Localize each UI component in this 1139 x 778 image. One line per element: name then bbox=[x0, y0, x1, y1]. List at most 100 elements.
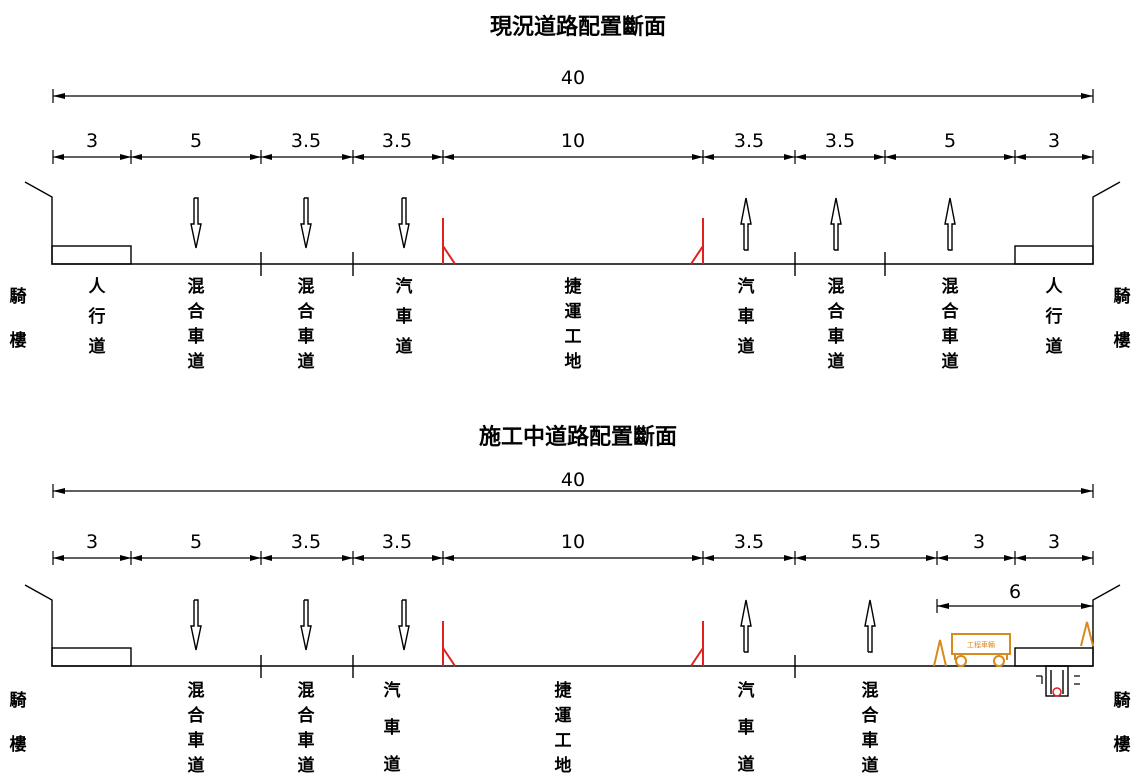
arcade-label-char: 樓 bbox=[10, 734, 27, 755]
sidewalk-curb-left bbox=[51, 647, 132, 667]
vehicle-label: 工程車輛 bbox=[967, 640, 995, 649]
road-profile bbox=[24, 584, 1121, 678]
lane-label-char: 合 bbox=[298, 705, 316, 726]
lane-label-char: 合 bbox=[862, 705, 880, 726]
segment-width-label: 3 bbox=[973, 531, 985, 553]
segment-width-label: 3 bbox=[1048, 531, 1060, 553]
dimension-arrowhead bbox=[120, 555, 131, 561]
median-barrier-right bbox=[690, 218, 704, 265]
lane-label-char: 地 bbox=[565, 351, 582, 372]
lane-label-char: 道 bbox=[298, 351, 315, 372]
dimension-arrowhead bbox=[703, 154, 714, 160]
lane-label-char: 混 bbox=[862, 681, 879, 701]
dimension-arrowhead bbox=[1004, 555, 1015, 561]
segment-width-label: 3.5 bbox=[825, 130, 855, 152]
section-title: 現況道路配置斷面 bbox=[490, 14, 666, 40]
segment-width-label: 3.5 bbox=[734, 531, 764, 553]
lane-label-char: 行 bbox=[88, 306, 106, 327]
arrow-down-icon bbox=[300, 197, 312, 249]
median-barrier-left bbox=[442, 621, 456, 667]
lane-label-char: 合 bbox=[298, 301, 316, 322]
dimension-arrowhead bbox=[53, 154, 64, 160]
dimension-arrowhead bbox=[131, 555, 142, 561]
lane-label-char: 合 bbox=[188, 301, 206, 322]
lane-label-char: 道 bbox=[396, 336, 413, 357]
dimension-arrowhead bbox=[1004, 154, 1015, 160]
lane-label-char: 車 bbox=[384, 717, 401, 738]
lane-label-char: 混 bbox=[188, 277, 205, 297]
lane-label-char: 道 bbox=[942, 351, 959, 372]
segment-width-label: 3.5 bbox=[382, 130, 412, 152]
lane-label-char: 道 bbox=[298, 755, 315, 776]
lane-label-char: 混 bbox=[298, 681, 315, 701]
lane-label-char: 車 bbox=[862, 730, 879, 751]
dimension-arrowhead bbox=[692, 154, 703, 160]
arrow-up-icon bbox=[830, 197, 842, 251]
arrow-down-icon bbox=[398, 599, 410, 651]
segment-width-label: 3 bbox=[86, 130, 98, 152]
segment-width-label: 5 bbox=[944, 130, 956, 152]
lane-label-char: 人 bbox=[1046, 277, 1064, 297]
segment-width-label: 3.5 bbox=[382, 531, 412, 553]
segment-width-label: 5 bbox=[190, 531, 202, 553]
dimension-arrowhead bbox=[784, 555, 795, 561]
lane-label-char: 車 bbox=[188, 730, 205, 751]
dimension-arrowhead bbox=[926, 555, 937, 561]
construction-vehicle-icon: 工程車輛 bbox=[951, 633, 1011, 667]
dimension-arrowhead bbox=[703, 555, 714, 561]
lane-label-char: 道 bbox=[738, 754, 755, 775]
lane-label-char: 車 bbox=[298, 730, 315, 751]
dimension-arrowhead bbox=[261, 154, 272, 160]
lane-label-char: 道 bbox=[188, 755, 205, 776]
arcade-label-char: 樓 bbox=[10, 330, 27, 351]
arcade-label-char: 樓 bbox=[1114, 734, 1131, 755]
dimension-arrowhead bbox=[937, 555, 948, 561]
lane-label-char: 車 bbox=[738, 717, 755, 738]
lane-label-char: 人 bbox=[89, 277, 107, 297]
lane-label-char: 道 bbox=[828, 351, 845, 372]
dimension-arrowhead bbox=[120, 154, 131, 160]
dimension-arrowhead bbox=[432, 154, 443, 160]
sidewalk-curb-left bbox=[51, 245, 132, 265]
median-barrier-left bbox=[442, 218, 456, 265]
arcade-label-char: 騎 bbox=[1114, 690, 1131, 711]
arcade-label-char: 騎 bbox=[1114, 286, 1131, 307]
arrow-down-icon bbox=[190, 197, 202, 249]
dimension-arrowhead bbox=[874, 154, 885, 160]
dimension-arrowhead bbox=[250, 555, 261, 561]
lane-label-char: 道 bbox=[188, 351, 205, 372]
lane-label-char: 道 bbox=[862, 755, 879, 776]
dimension-arrowhead bbox=[784, 154, 795, 160]
segment-width-label: 10 bbox=[561, 130, 585, 152]
lane-label-char: 車 bbox=[738, 306, 755, 327]
dimension-arrowhead bbox=[353, 154, 364, 160]
work-zone-dimension-line bbox=[936, 599, 1093, 613]
segment-dimension-line bbox=[52, 150, 1094, 164]
lane-label-char: 車 bbox=[396, 306, 413, 327]
lane-label-char: 運 bbox=[555, 706, 572, 726]
dimension-arrowhead bbox=[353, 555, 364, 561]
lane-label-char: 工 bbox=[565, 327, 582, 347]
dimension-arrowhead bbox=[342, 555, 353, 561]
dimension-arrowhead bbox=[1082, 154, 1093, 160]
segment-dimension-line bbox=[52, 551, 1094, 565]
lane-label-char: 汽 bbox=[384, 680, 401, 701]
dimension-arrowhead bbox=[1015, 555, 1026, 561]
section-construction: 施工中道路配置斷面 40 3 5 3.5 3.5 10 3.5 5.5 3 3 … bbox=[10, 424, 1131, 776]
segment-width-label: 3.5 bbox=[291, 130, 321, 152]
lane-label-char: 運 bbox=[565, 302, 582, 322]
lane-label-char: 混 bbox=[942, 277, 959, 297]
segment-width-label: 10 bbox=[561, 531, 585, 553]
dimension-arrowhead bbox=[443, 154, 454, 160]
median-barrier-right bbox=[690, 621, 704, 667]
lane-label-char: 合 bbox=[188, 705, 206, 726]
lane-label-char: 汽 bbox=[738, 276, 755, 297]
lane-label-char: 汽 bbox=[738, 680, 755, 701]
lane-label-char: 捷 bbox=[565, 276, 583, 297]
arrow-up-icon bbox=[944, 197, 956, 251]
lane-label-char: 道 bbox=[89, 336, 106, 357]
dimension-arrowhead bbox=[432, 555, 443, 561]
